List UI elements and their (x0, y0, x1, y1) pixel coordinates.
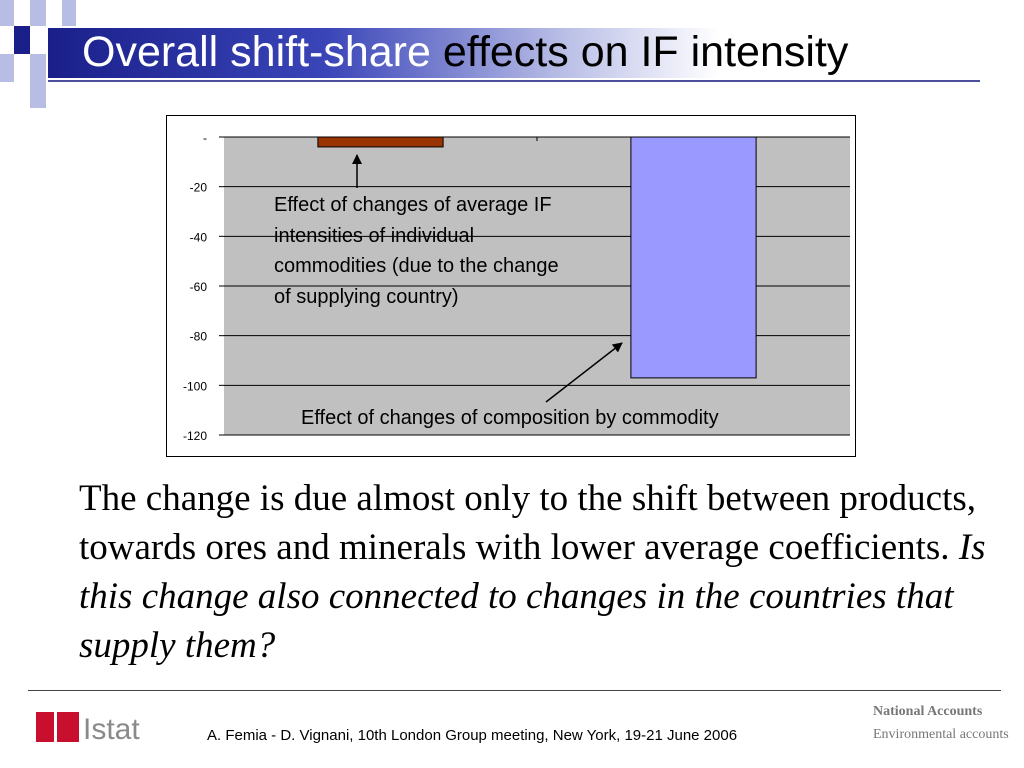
deco-square-7 (62, 0, 76, 26)
footer-brand-subtitle: Environmental accounts (873, 727, 1009, 742)
deco-square-6 (30, 82, 46, 108)
y-tick-label: -80 (190, 330, 208, 344)
bar-1 (317, 136, 444, 148)
footer-brand-title: National Accounts (873, 704, 983, 719)
deco-square-4 (0, 54, 14, 82)
y-tick-label: -100 (183, 379, 207, 393)
title-bar (48, 28, 980, 78)
annotation-intensity-effect: Effect of changes of average IF intensit… (274, 194, 559, 308)
deco-square-5 (30, 54, 46, 82)
body-plain-text: The change is due almost only to the shi… (79, 478, 977, 568)
annotation-arrow-2 (545, 342, 623, 403)
deco-square-1 (0, 0, 14, 26)
istat-logo: Istat (36, 712, 140, 744)
slide-title: Overall shift-share effects on IF intens… (82, 25, 848, 79)
y-tick-label: - (203, 131, 207, 145)
bars (317, 136, 757, 379)
annotation-composition-effect: Effect of changes of composition by comm… (301, 407, 719, 429)
slide-title-part2: effects on IF intensity (430, 28, 849, 76)
body-paragraph: The change is due almost only to the shi… (79, 474, 999, 670)
istat-logo-text: Istat (83, 713, 140, 744)
y-tick-label: -40 (190, 230, 208, 244)
y-tick-label: -60 (190, 280, 208, 294)
title-underline (48, 80, 980, 82)
y-tick-label: -20 (190, 181, 208, 195)
body-italic-question: Is this change also connected to changes… (79, 527, 986, 666)
bar-2 (630, 136, 757, 379)
footer-divider (28, 690, 1001, 691)
y-tick-label: -120 (183, 429, 207, 443)
deco-square-3 (30, 0, 46, 26)
y-axis-ticks: - -20 -40 -60 -80 -100 -120 (183, 131, 538, 443)
citation-footer: A. Femia - D. Vignani, 10th London Group… (207, 727, 738, 744)
bar-chart: - -20 -40 -60 -80 -100 -120 (183, 131, 850, 443)
slide-title-part1: Overall shift-share (82, 28, 431, 76)
deco-square-2 (14, 26, 30, 54)
